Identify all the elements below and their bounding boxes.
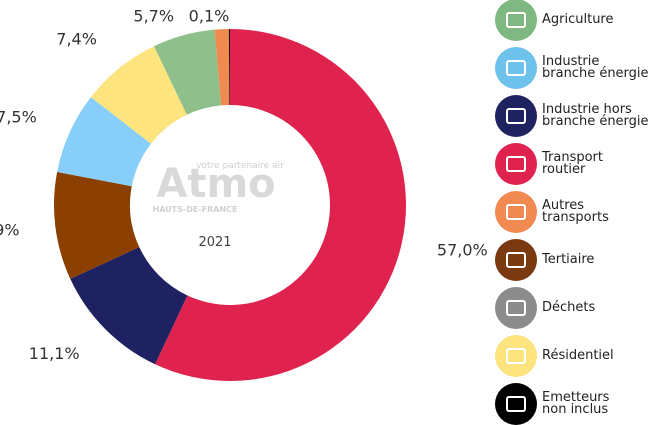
- logo-region: HAUTS-DE-FRANCE: [153, 205, 238, 214]
- legend-item: Industrie hors branche énergie: [495, 95, 649, 137]
- icon-glyph: [506, 204, 526, 220]
- legend-label: Résidentiel: [542, 348, 614, 363]
- year: 2021: [198, 235, 231, 250]
- legend-item: Industrie branche énergie: [495, 47, 649, 89]
- legend-label: Déchets: [542, 300, 596, 315]
- legend-item: Agriculture: [495, 0, 614, 41]
- legend-icon: [495, 383, 537, 425]
- icon-glyph: [506, 300, 526, 316]
- legend-item: Déchets: [495, 287, 595, 329]
- slice: [70, 247, 188, 365]
- legend-label: Industrie branche énergie: [542, 54, 649, 81]
- slice: [214, 29, 230, 106]
- icon-glyph: [506, 108, 526, 124]
- data-label: 0,1%: [189, 7, 230, 26]
- legend: Agriculture Industrie branche énergie Indu…: [495, 0, 657, 425]
- legend-item: Autres transports: [495, 191, 609, 233]
- legend-icon: [495, 47, 537, 89]
- data-label: 57,0%: [437, 241, 488, 260]
- legend-icon: [495, 143, 537, 185]
- legend-item: Résidentiel: [495, 335, 614, 377]
- legend-item: Emetteurs non inclus: [495, 383, 609, 425]
- legend-icon: [495, 239, 537, 281]
- data-label: 5,7%: [133, 7, 174, 26]
- slice: [154, 29, 222, 115]
- slice: [90, 46, 187, 144]
- icon-glyph: [506, 348, 526, 364]
- icon-glyph: [506, 396, 526, 412]
- data-label: 11,1%: [29, 344, 80, 363]
- legend-icon: [495, 95, 537, 137]
- icon-glyph: [506, 252, 526, 268]
- logo: Atmo: [156, 161, 275, 207]
- icon-glyph: [506, 156, 526, 172]
- legend-label: Industrie hors branche énergie: [542, 102, 649, 129]
- slice: [155, 29, 406, 381]
- legend-label: Agriculture: [542, 12, 614, 27]
- legend-icon: [495, 0, 537, 41]
- slice: [57, 97, 151, 187]
- slice: [228, 29, 230, 106]
- legend-item: Transport routier: [495, 143, 603, 185]
- legend-icon: [495, 287, 537, 329]
- data-label: 7,5%: [0, 107, 37, 126]
- legend-label: Autres transports: [542, 198, 609, 225]
- legend-label: Tertiaire: [542, 252, 595, 267]
- legend-icon: [495, 335, 537, 377]
- legend-label: Transport routier: [542, 150, 604, 177]
- icon-glyph: [506, 60, 526, 76]
- icon-glyph: [506, 12, 526, 28]
- legend-label: Emetteurs non inclus: [542, 390, 610, 417]
- data-label: 9,9%: [0, 220, 20, 239]
- legend-icon: [495, 191, 537, 233]
- logo-tagline: votre partenaire air: [196, 161, 284, 171]
- data-label: 7,4%: [56, 29, 97, 48]
- legend-item: Tertiaire: [495, 239, 594, 281]
- slice: [53, 172, 140, 279]
- donut-chart: Atmo votre partenaire air HAUTS-DE-FRANC…: [0, 7, 488, 381]
